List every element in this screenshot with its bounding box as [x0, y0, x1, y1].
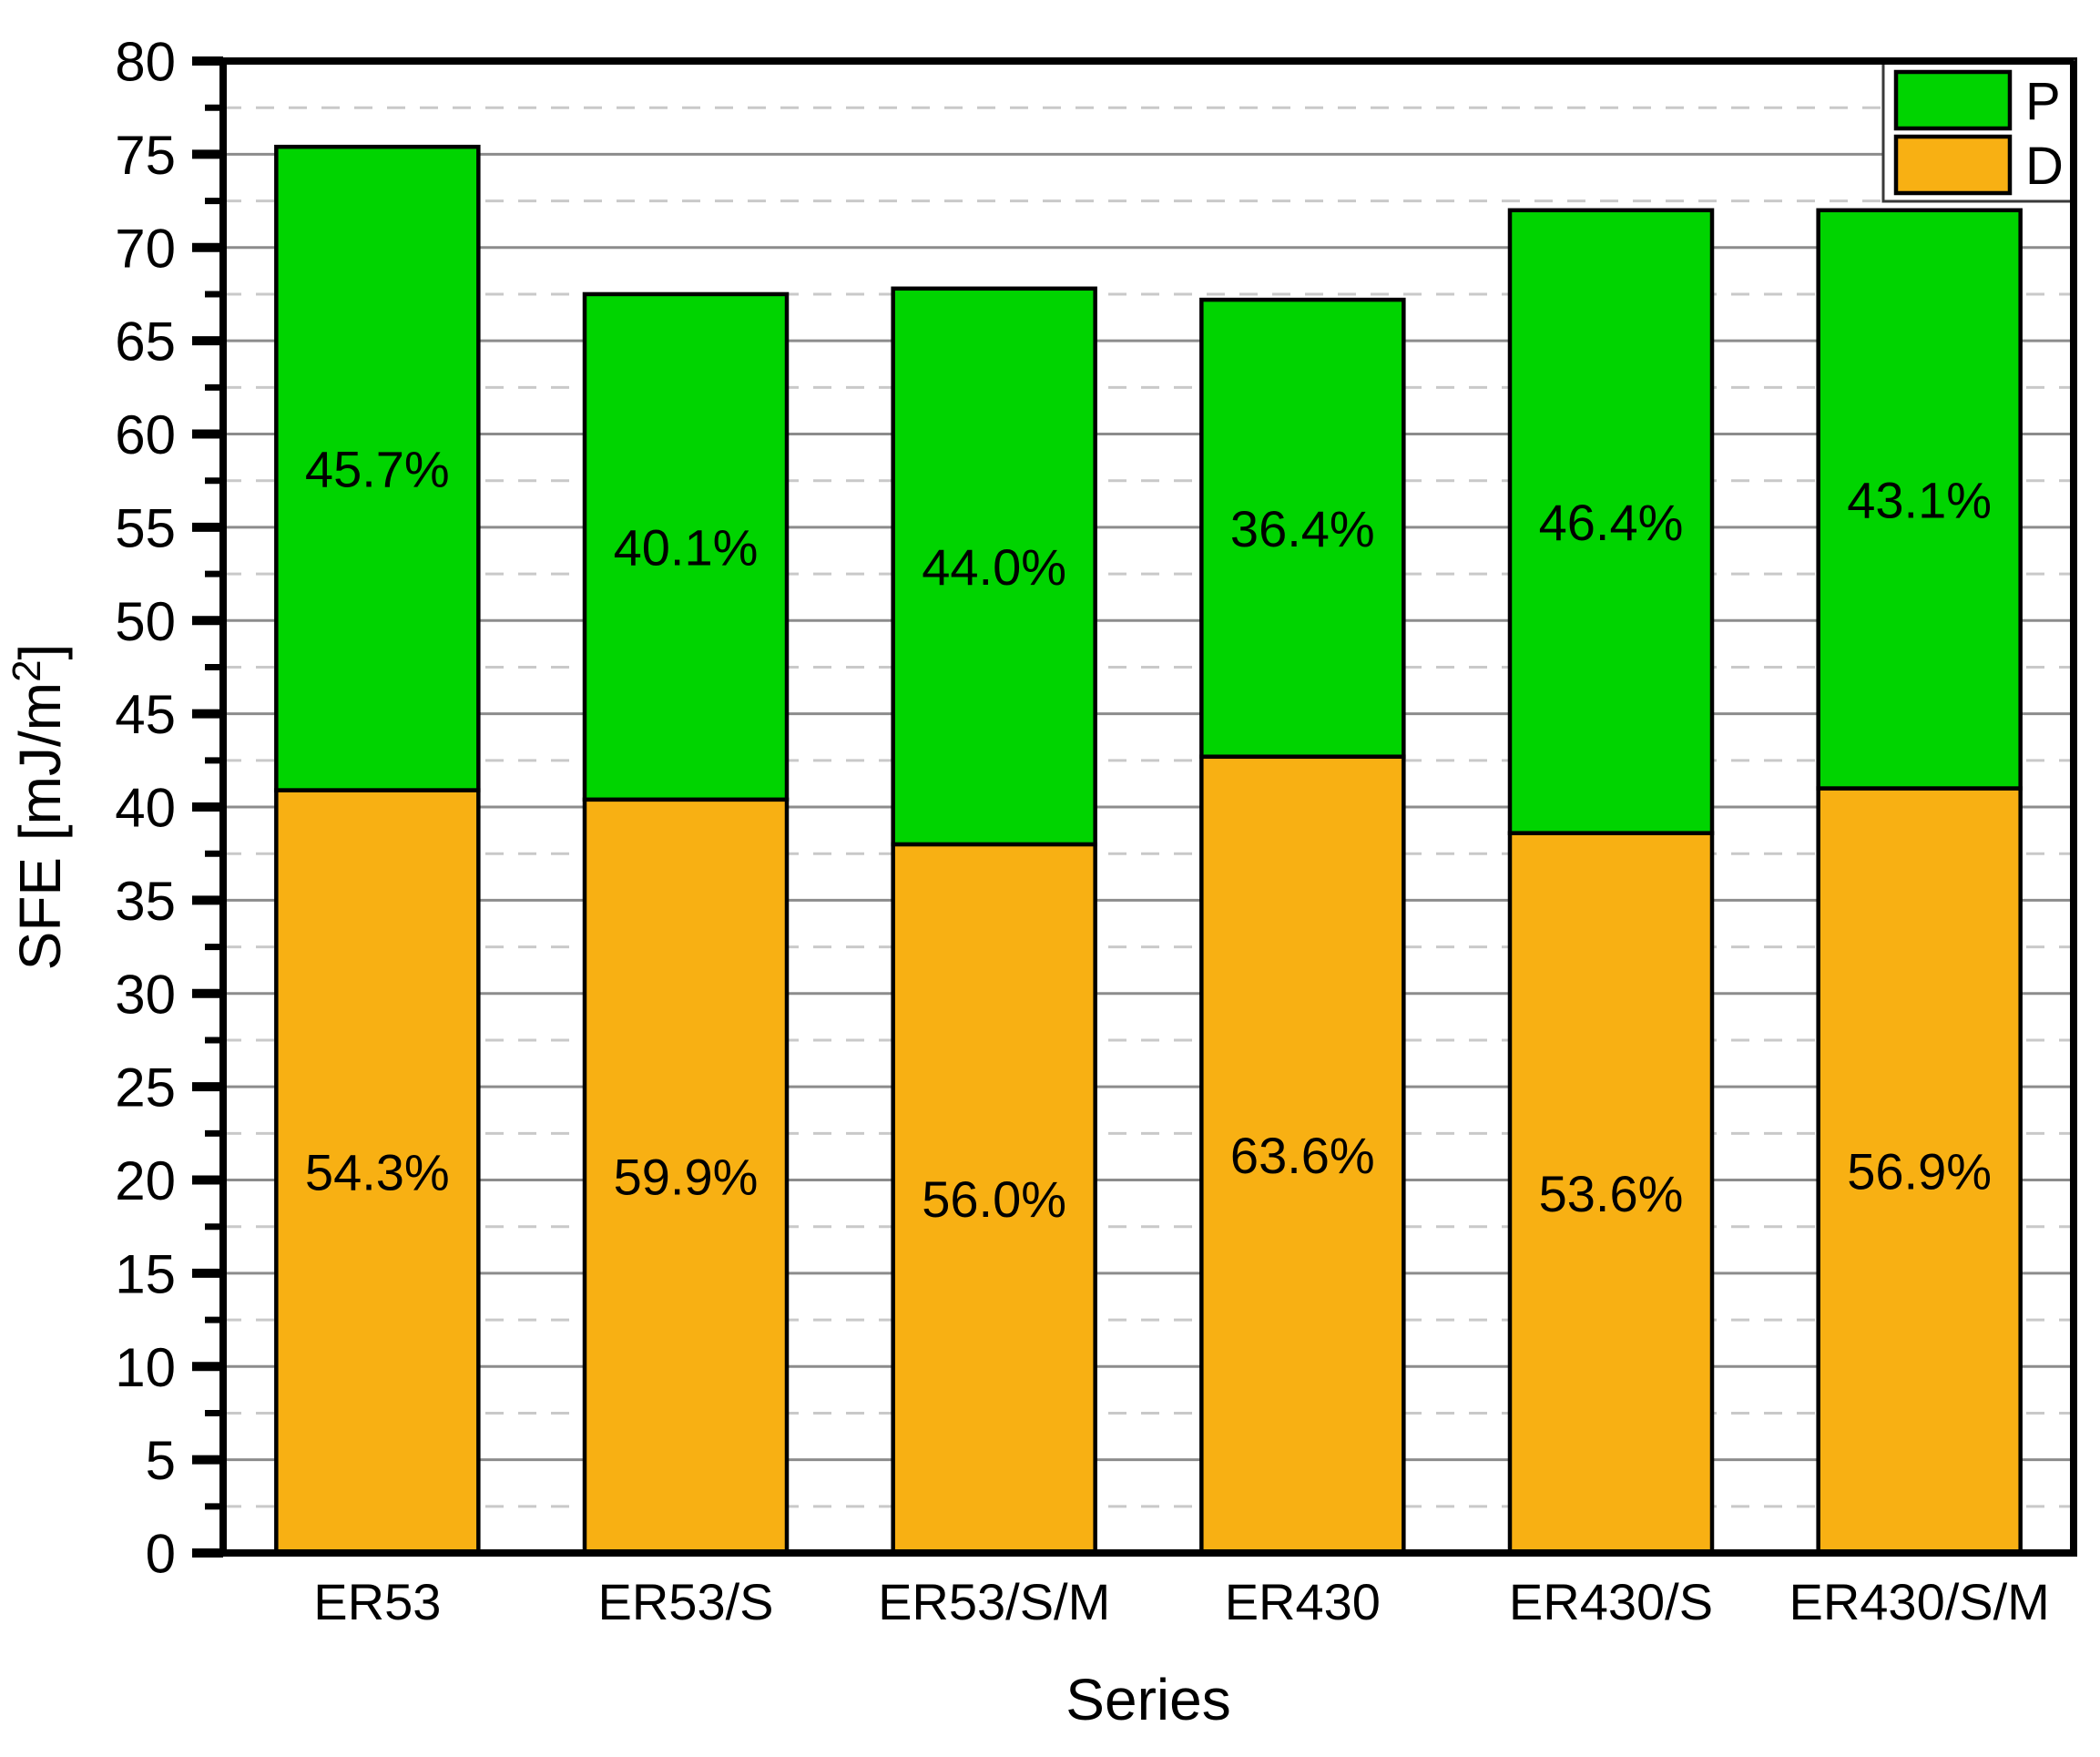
bar-segment-p	[1816, 208, 2023, 791]
y-tick-label: 50	[115, 591, 176, 652]
y-tick-label: 40	[115, 778, 176, 839]
legend-swatch-d-icon	[1893, 134, 2013, 196]
segment-label-d: 56.0%	[922, 1170, 1066, 1228]
segment-label-d: 59.9%	[614, 1149, 759, 1206]
y-tick-label: 80	[115, 32, 176, 93]
y-tick-label: 15	[115, 1243, 176, 1304]
segment-label-d: 53.6%	[1539, 1165, 1684, 1222]
segment-label-p: 45.7%	[305, 441, 450, 498]
bar-segment-p	[891, 286, 1097, 847]
bar-segment-d	[582, 797, 790, 1556]
segment-label-p: 46.4%	[1539, 494, 1684, 551]
segment-label-p: 44.0%	[922, 538, 1066, 596]
y-tick-label: 65	[115, 312, 176, 373]
bar-segment-d	[891, 842, 1097, 1556]
y-tick-label: 75	[115, 125, 176, 186]
x-category-label: ER53/S/M	[878, 1573, 1110, 1630]
legend-label-d: D	[2025, 137, 2064, 196]
bar-segment-d	[274, 788, 481, 1556]
x-category-label: ER430	[1225, 1573, 1381, 1630]
y-axis-title: SFE [mJ/m2]	[5, 644, 73, 971]
y-tick-label: 70	[115, 218, 176, 279]
bar-segment-p	[582, 291, 790, 802]
y-tick-label: 30	[115, 964, 176, 1025]
segment-label-d: 54.3%	[305, 1143, 450, 1200]
segment-label-p: 40.1%	[614, 519, 759, 577]
x-category-label: ER430/S/M	[1789, 1573, 2049, 1630]
legend-label-p: P	[2025, 72, 2061, 131]
y-tick-label: 10	[115, 1337, 176, 1398]
bar-segment-p	[274, 144, 481, 792]
y-tick-label: 5	[146, 1430, 176, 1491]
y-tick-label: 25	[115, 1057, 176, 1119]
segment-label-d: 63.6%	[1230, 1127, 1375, 1184]
bar-segment-d	[1507, 831, 1715, 1556]
x-category-label: ER430/S	[1509, 1573, 1713, 1630]
bar-segment-d	[1816, 786, 2023, 1556]
segment-label-d: 56.9%	[1847, 1142, 1992, 1200]
bar-segment-p	[1199, 297, 1406, 759]
y-tick-label: 55	[115, 497, 176, 558]
y-tick-label: 0	[146, 1524, 176, 1585]
x-category-label: ER53	[313, 1573, 441, 1630]
y-tick-label: 45	[115, 684, 176, 745]
y-tick-label: 60	[115, 404, 176, 465]
y-tick-label: 20	[115, 1150, 176, 1211]
legend-swatch-p-icon	[1893, 69, 2013, 131]
segment-label-p: 36.4%	[1230, 500, 1375, 557]
y-tick-label: 35	[115, 871, 176, 932]
x-category-label: ER53/S	[598, 1573, 774, 1630]
segment-label-p: 43.1%	[1847, 471, 1992, 528]
bar-segment-d	[1199, 754, 1406, 1556]
x-axis-title: Series	[1065, 1667, 1230, 1732]
bar-segment-p	[1507, 208, 1715, 835]
